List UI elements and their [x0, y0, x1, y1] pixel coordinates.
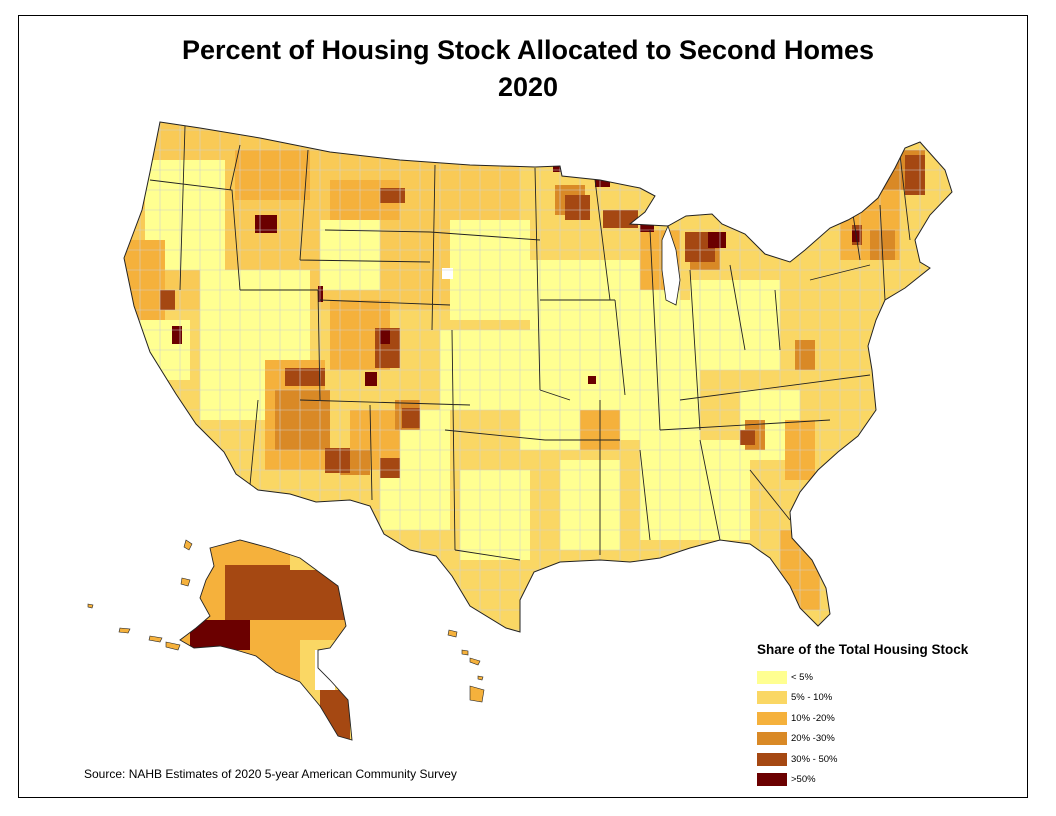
legend-swatch	[757, 711, 787, 725]
legend-label: < 5%	[791, 671, 813, 683]
legend-item: 20% -30%	[757, 729, 1017, 750]
legend-title: Share of the Total Housing Stock	[757, 642, 969, 657]
map-title-year: 2020	[497, 72, 559, 102]
alaska-region	[180, 540, 352, 740]
source-note: Source: NAHB Estimates of 2020 5-year Am…	[84, 767, 457, 781]
map-title: Percent of Housing Stock Allocated to Se…	[181, 35, 875, 65]
aleutian-islands	[87, 539, 193, 651]
legend-item: >50%	[757, 770, 1017, 791]
legend-item: 30% - 50%	[757, 749, 1017, 770]
legend-item: 10% -20%	[757, 708, 1017, 729]
lake-michigan	[661, 224, 681, 306]
map-legend: Share of the Total Housing Stock < 5% 5%…	[757, 642, 1017, 790]
legend-label: 20% -30%	[791, 733, 835, 745]
legend-swatch	[757, 752, 787, 766]
alaska-outline	[179, 539, 353, 741]
legend-label: 30% - 50%	[791, 753, 838, 765]
legend-label: 10% -20%	[791, 712, 835, 724]
legend-swatch	[757, 773, 787, 787]
legend-swatch	[757, 691, 787, 705]
legend-label: >50%	[791, 774, 816, 786]
legend-swatch	[757, 670, 787, 684]
legend-item: < 5%	[757, 667, 1017, 688]
legend-label: 5% - 10%	[791, 692, 833, 704]
legend-item: 5% - 10%	[757, 688, 1017, 709]
hawaii-region	[447, 629, 485, 703]
legend-swatch	[757, 732, 787, 746]
